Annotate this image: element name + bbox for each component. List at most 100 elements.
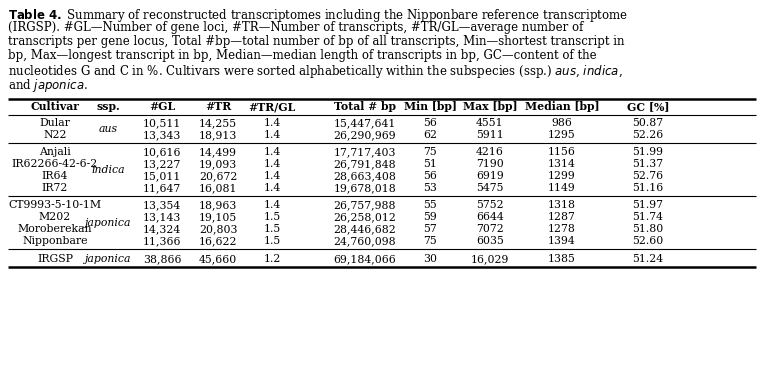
Text: Cultivar: Cultivar (31, 101, 80, 112)
Text: 50.87: 50.87 (633, 118, 663, 128)
Text: 18,913: 18,913 (199, 130, 237, 140)
Text: 52.60: 52.60 (633, 236, 663, 246)
Text: 59: 59 (423, 212, 437, 222)
Text: 1.4: 1.4 (264, 130, 280, 140)
Text: 18,963: 18,963 (199, 200, 237, 210)
Text: 1.4: 1.4 (264, 200, 280, 210)
Text: 51: 51 (423, 159, 437, 169)
Text: and $\mathit{japonica}$.: and $\mathit{japonica}$. (8, 77, 88, 94)
Text: 51.99: 51.99 (633, 147, 663, 157)
Text: 10,616: 10,616 (142, 147, 182, 157)
Text: 1.5: 1.5 (264, 236, 280, 246)
Text: IR62266-42-6-2: IR62266-42-6-2 (12, 159, 98, 169)
Text: 20,803: 20,803 (198, 224, 237, 234)
Text: 13,227: 13,227 (142, 159, 182, 169)
Text: bp, Max—longest transcript in bp, Median—median length of transcripts in bp, GC—: bp, Max—longest transcript in bp, Median… (8, 49, 597, 62)
Text: 51.97: 51.97 (633, 200, 663, 210)
Text: 4216: 4216 (476, 147, 504, 157)
Text: IRGSP: IRGSP (37, 254, 73, 264)
Text: 1.2: 1.2 (264, 254, 280, 264)
Text: 51.74: 51.74 (633, 212, 663, 222)
Text: 13,343: 13,343 (142, 130, 182, 140)
Text: 55: 55 (423, 200, 437, 210)
Text: 13,143: 13,143 (142, 212, 182, 222)
Text: Total # bp: Total # bp (334, 101, 396, 112)
Text: 28,446,682: 28,446,682 (334, 224, 396, 234)
Text: 38,866: 38,866 (142, 254, 182, 264)
Text: $\mathbf{Table\ 4.}$ Summary of reconstructed transcriptomes including the Nippo: $\mathbf{Table\ 4.}$ Summary of reconstr… (8, 7, 628, 24)
Text: 5475: 5475 (476, 183, 504, 193)
Text: 17,717,403: 17,717,403 (334, 147, 396, 157)
Text: 14,499: 14,499 (199, 147, 237, 157)
Text: 51.80: 51.80 (633, 224, 663, 234)
Text: Moroberekan: Moroberekan (18, 224, 92, 234)
Text: 56: 56 (423, 171, 437, 181)
Text: 7190: 7190 (476, 159, 504, 169)
Text: nucleotides G and C in %. Cultivars were sorted alphabetically within the subspe: nucleotides G and C in %. Cultivars were… (8, 63, 623, 80)
Text: 53: 53 (423, 183, 437, 193)
Text: Max [bp]: Max [bp] (463, 101, 517, 112)
Text: 52.76: 52.76 (633, 171, 663, 181)
Text: 30: 30 (423, 254, 437, 264)
Text: Median [bp]: Median [bp] (525, 101, 599, 112)
Text: 1156: 1156 (548, 147, 576, 157)
Text: 6644: 6644 (476, 212, 504, 222)
Text: 14,255: 14,255 (199, 118, 237, 128)
Text: 1.4: 1.4 (264, 118, 280, 128)
Text: 1149: 1149 (548, 183, 576, 193)
Text: indica: indica (91, 165, 125, 175)
Text: 1.4: 1.4 (264, 171, 280, 181)
Text: 6919: 6919 (476, 171, 504, 181)
Text: 51.24: 51.24 (633, 254, 663, 264)
Text: japonica: japonica (85, 218, 131, 228)
Text: 20,672: 20,672 (199, 171, 237, 181)
Text: 52.26: 52.26 (633, 130, 663, 140)
Text: 1385: 1385 (548, 254, 576, 264)
Text: IR64: IR64 (42, 171, 68, 181)
Text: IR72: IR72 (42, 183, 68, 193)
Text: GC [%]: GC [%] (627, 101, 669, 112)
Text: 19,093: 19,093 (199, 159, 237, 169)
Text: 14,324: 14,324 (143, 224, 181, 234)
Text: 10,511: 10,511 (142, 118, 182, 128)
Text: Anjali: Anjali (39, 147, 71, 157)
Text: 62: 62 (423, 130, 437, 140)
Text: 1314: 1314 (548, 159, 576, 169)
Text: M202: M202 (39, 212, 71, 222)
Text: 5911: 5911 (476, 130, 504, 140)
Text: aus: aus (99, 124, 117, 134)
Text: 24,760,098: 24,760,098 (334, 236, 396, 246)
Text: ssp.: ssp. (96, 101, 119, 112)
Text: 1318: 1318 (548, 200, 576, 210)
Text: 16,029: 16,029 (471, 254, 509, 264)
Text: 51.16: 51.16 (633, 183, 663, 193)
Text: 11,366: 11,366 (142, 236, 182, 246)
Text: 1394: 1394 (548, 236, 576, 246)
Text: 5752: 5752 (476, 200, 504, 210)
Text: 1299: 1299 (548, 171, 576, 181)
Text: 19,678,018: 19,678,018 (334, 183, 396, 193)
Text: japonica: japonica (85, 254, 131, 264)
Text: 75: 75 (423, 147, 437, 157)
Text: #GL: #GL (149, 101, 175, 112)
Text: 986: 986 (552, 118, 572, 128)
Text: 11,647: 11,647 (143, 183, 181, 193)
Text: 4551: 4551 (476, 118, 504, 128)
Text: 1287: 1287 (548, 212, 576, 222)
Text: transcripts per gene locus, Total #bp—total number of bp of all transcripts, Min: transcripts per gene locus, Total #bp—to… (8, 35, 624, 48)
Text: 56: 56 (423, 118, 437, 128)
Text: #TR: #TR (205, 101, 231, 112)
Text: 45,660: 45,660 (199, 254, 237, 264)
Text: Min [bp]: Min [bp] (404, 101, 457, 112)
Text: 1.4: 1.4 (264, 159, 280, 169)
Text: 26,290,969: 26,290,969 (334, 130, 396, 140)
Text: 1295: 1295 (548, 130, 576, 140)
Text: 26,757,988: 26,757,988 (334, 200, 396, 210)
Text: 75: 75 (423, 236, 437, 246)
Text: 15,011: 15,011 (142, 171, 182, 181)
Text: #TR/GL: #TR/GL (248, 101, 296, 112)
Text: 7072: 7072 (476, 224, 504, 234)
Text: (IRGSP). #GL—Number of gene loci, #TR—Number of transcripts, #TR/GL—average numb: (IRGSP). #GL—Number of gene loci, #TR—Nu… (8, 21, 584, 34)
Text: 16,081: 16,081 (198, 183, 237, 193)
Text: 15,447,641: 15,447,641 (334, 118, 396, 128)
